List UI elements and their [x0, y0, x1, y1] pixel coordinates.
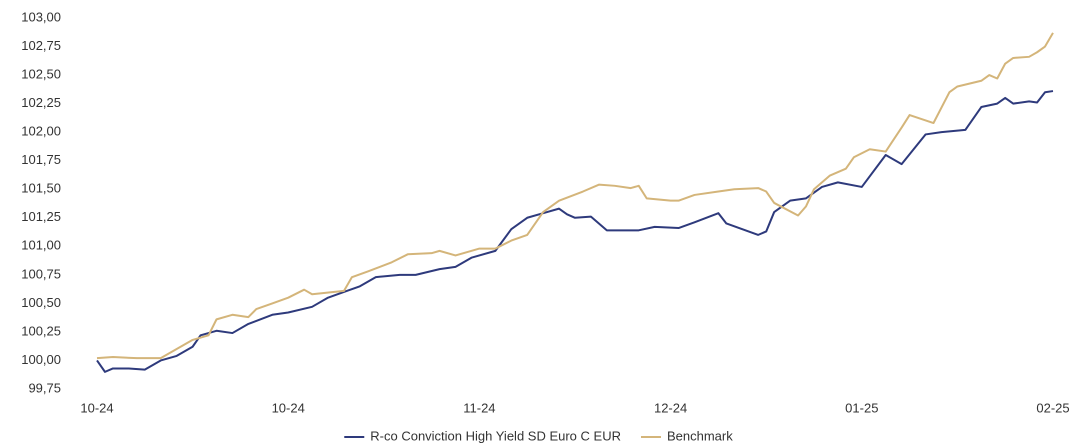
- x-tick-label: 01-25: [845, 400, 878, 415]
- y-tick-label: 102,50: [21, 67, 61, 82]
- x-tick-label: 10-24: [272, 400, 305, 415]
- data-line: [96, 90, 1054, 373]
- y-tick-label: 102,25: [21, 95, 61, 110]
- y-tick-label: 101,50: [21, 181, 61, 196]
- y-tick-label: 100,50: [21, 295, 61, 310]
- y-tick-label: 101,00: [21, 238, 61, 253]
- y-tick-label: 100,25: [21, 323, 61, 338]
- legend-label: R-co Conviction High Yield SD Euro C EUR: [370, 428, 621, 443]
- y-tick-label: 101,25: [21, 209, 61, 224]
- x-tick-label: 02-25: [1036, 400, 1069, 415]
- x-tick-label: 10-24: [80, 400, 113, 415]
- legend-label: Benchmark: [667, 428, 733, 443]
- y-tick-label: 100,00: [21, 352, 61, 367]
- x-tick-label: 11-24: [463, 400, 495, 415]
- y-tick-label: 102,00: [21, 124, 61, 139]
- y-tick-label: 102,75: [21, 38, 61, 53]
- x-tick-label: 12-24: [654, 400, 687, 415]
- y-tick-label: 101,75: [21, 152, 61, 167]
- y-tick-label: 103,00: [21, 9, 61, 24]
- data-line: [96, 32, 1054, 360]
- y-tick-label: 100,75: [21, 266, 61, 281]
- y-tick-label: 99,75: [28, 380, 61, 395]
